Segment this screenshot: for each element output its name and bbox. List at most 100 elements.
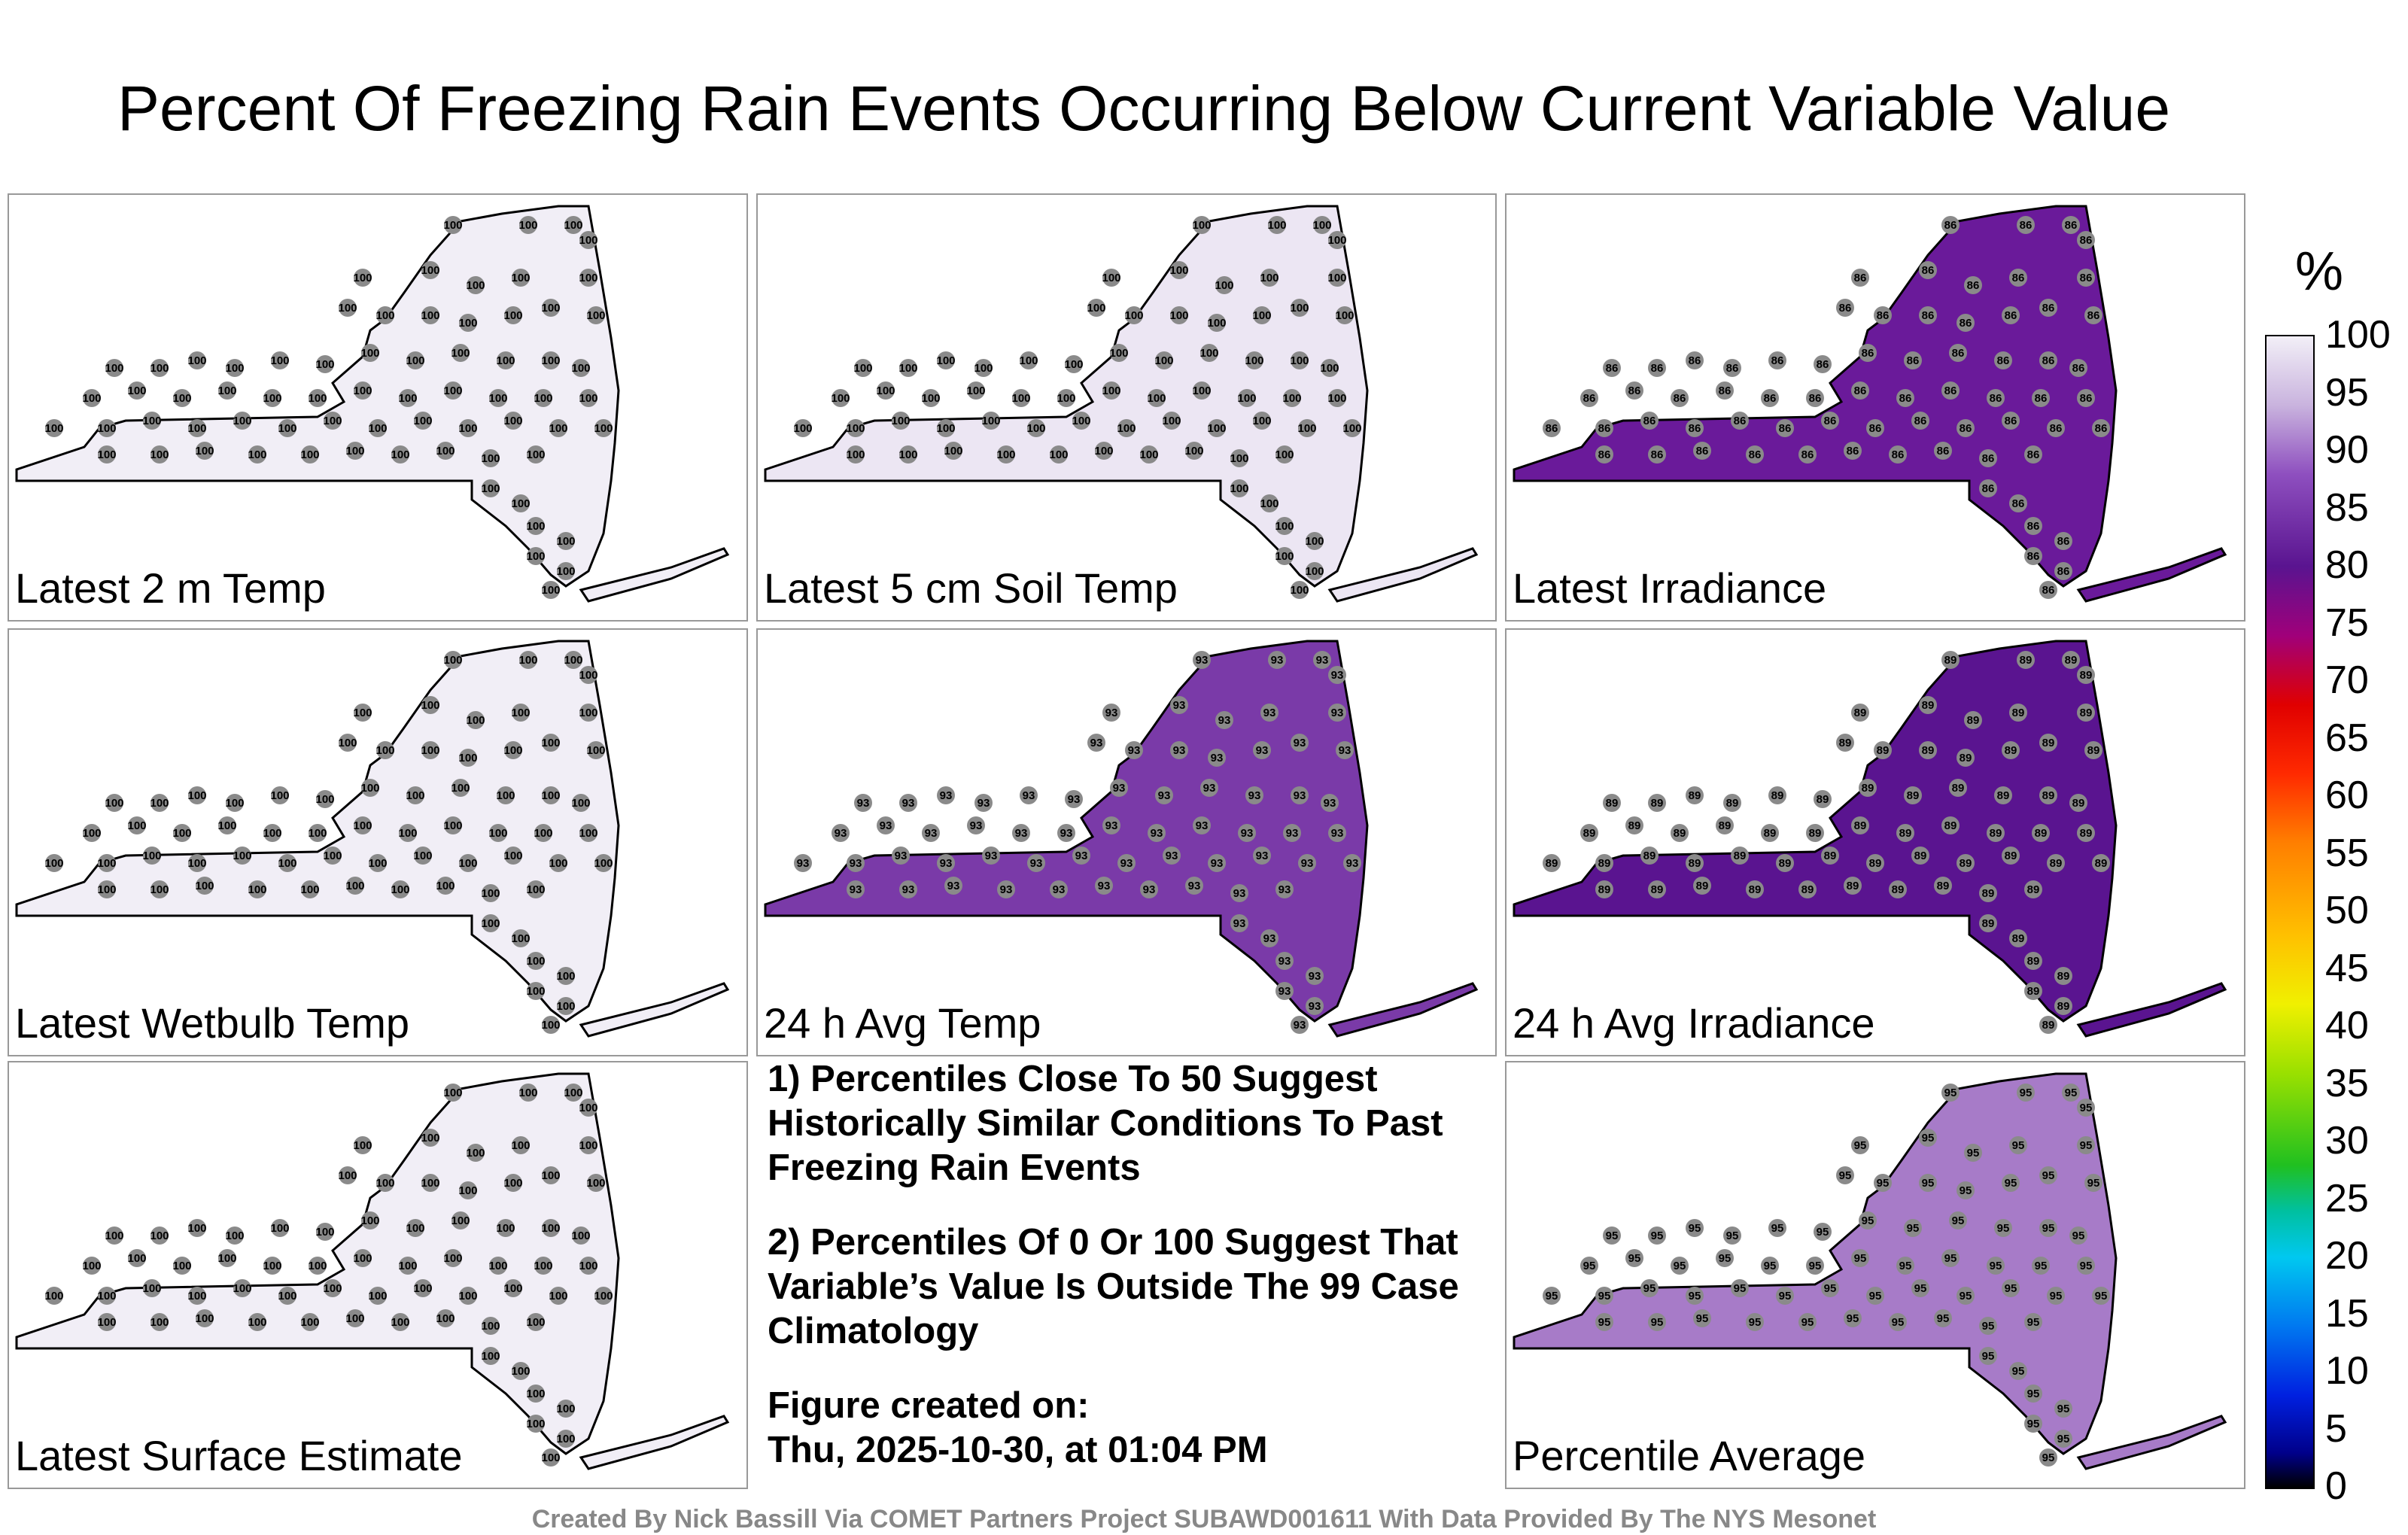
station-value: 100 bbox=[579, 669, 597, 682]
station-value: 93 bbox=[1309, 970, 1321, 983]
station-value: 93 bbox=[1173, 699, 1186, 712]
station-dot bbox=[1208, 419, 1226, 437]
station-value: 93 bbox=[1278, 883, 1291, 896]
station-marker: 100 bbox=[511, 929, 531, 947]
station-value: 89 bbox=[2005, 850, 2017, 862]
station-value: 89 bbox=[1847, 880, 1859, 892]
station-value: 93 bbox=[1331, 669, 1344, 682]
station-value: 100 bbox=[97, 883, 116, 896]
station-marker: 100 bbox=[831, 389, 850, 407]
station-marker: 100 bbox=[315, 1223, 335, 1241]
station-value: 100 bbox=[488, 1260, 507, 1272]
station-value: 100 bbox=[142, 1282, 161, 1295]
station-dot bbox=[527, 1415, 545, 1433]
station-value: 89 bbox=[1651, 797, 1664, 810]
note-2: 2) Percentiles Of 0 Or 100 Suggest That … bbox=[768, 1222, 1459, 1351]
station-marker: 95 bbox=[1836, 1166, 1854, 1184]
station-dot bbox=[83, 824, 101, 842]
station-dot bbox=[534, 1257, 552, 1275]
station-marker: 100 bbox=[127, 816, 147, 834]
station-dot bbox=[188, 1219, 206, 1237]
station-value: 89 bbox=[1899, 827, 1912, 840]
station-dot bbox=[1625, 1249, 1643, 1267]
station-dot bbox=[105, 794, 123, 812]
station-marker: 95 bbox=[1776, 1287, 1794, 1305]
colorbar-tick-label: 60 bbox=[2325, 774, 2369, 817]
station-marker: 100 bbox=[172, 824, 192, 842]
station-dot bbox=[1260, 704, 1278, 722]
station-dot bbox=[579, 666, 597, 684]
station-marker: 100 bbox=[225, 359, 245, 377]
station-dot bbox=[1050, 880, 1068, 898]
station-marker: 86 bbox=[1987, 389, 2005, 407]
station-marker: 100 bbox=[549, 854, 568, 872]
panel-label: Latest 5 cm Soil Temp bbox=[764, 564, 1178, 612]
station-dot bbox=[1851, 704, 1869, 722]
station-value: 100 bbox=[105, 1230, 123, 1242]
station-value: 100 bbox=[263, 392, 281, 405]
station-value: 93 bbox=[1241, 827, 1254, 840]
station-dot bbox=[527, 1313, 545, 1331]
station-value: 93 bbox=[1294, 1019, 1306, 1032]
station-value: 93 bbox=[1196, 654, 1209, 667]
station-dot bbox=[1185, 877, 1203, 895]
station-marker: 100 bbox=[150, 359, 169, 377]
station-dot bbox=[391, 445, 409, 464]
station-value: 89 bbox=[1546, 857, 1558, 870]
station-value: 100 bbox=[966, 385, 985, 397]
station-value: 100 bbox=[360, 347, 379, 360]
station-dot bbox=[557, 532, 575, 550]
station-value: 100 bbox=[187, 1222, 206, 1235]
station-dot bbox=[2062, 216, 2080, 234]
station-value: 100 bbox=[360, 782, 379, 795]
station-value: 86 bbox=[1734, 415, 1747, 427]
long-island bbox=[2076, 547, 2227, 603]
figure-title: Percent Of Freezing Rain Events Occurrin… bbox=[117, 73, 2171, 144]
station-marker: 95 bbox=[1979, 1317, 1997, 1335]
station-dot bbox=[2017, 216, 2035, 234]
station-marker: 95 bbox=[1603, 1226, 1621, 1245]
station-value: 95 bbox=[1839, 1169, 1852, 1182]
station-value: 100 bbox=[541, 1451, 560, 1464]
station-marker: 89 bbox=[1761, 824, 1779, 842]
station-dot bbox=[1102, 269, 1120, 287]
station-marker: 100 bbox=[488, 389, 508, 407]
colorbar-tick-label: 45 bbox=[2325, 946, 2369, 990]
station-dot bbox=[1328, 666, 1346, 684]
station-marker: 100 bbox=[1297, 419, 1317, 437]
station-dot bbox=[150, 445, 169, 464]
station-dot bbox=[263, 389, 281, 407]
station-dot bbox=[1268, 216, 1286, 234]
station-value: 100 bbox=[586, 1177, 605, 1190]
station-marker: 100 bbox=[375, 1174, 395, 1192]
station-marker: 100 bbox=[278, 419, 297, 437]
station-value: 100 bbox=[421, 264, 439, 277]
station-marker: 93 bbox=[1200, 779, 1218, 797]
station-marker: 95 bbox=[2039, 1166, 2057, 1184]
station-dot bbox=[1625, 816, 1643, 834]
station-marker: 86 bbox=[2039, 351, 2057, 369]
station-dot bbox=[1230, 914, 1248, 932]
station-dot bbox=[278, 1287, 296, 1305]
station-marker: 100 bbox=[481, 479, 500, 497]
station-value: 100 bbox=[541, 302, 560, 315]
station-marker: 89 bbox=[1836, 734, 1854, 752]
station-value: 89 bbox=[1990, 827, 2002, 840]
station-value: 100 bbox=[1064, 358, 1083, 371]
station-value: 100 bbox=[549, 1290, 567, 1302]
station-dot bbox=[1851, 381, 1869, 400]
station-marker: 100 bbox=[541, 1166, 561, 1184]
station-marker: 93 bbox=[1193, 816, 1211, 834]
station-value: 95 bbox=[1877, 1177, 1890, 1190]
created-on: Figure created on: Thu, 2025-10-30, at 0… bbox=[768, 1384, 1475, 1473]
station-value: 93 bbox=[1271, 654, 1284, 667]
station-dot bbox=[1306, 967, 1324, 985]
station-marker: 89 bbox=[2032, 824, 2050, 842]
station-dot bbox=[1140, 880, 1158, 898]
station-marker: 89 bbox=[1821, 847, 1839, 865]
station-value: 100 bbox=[579, 272, 597, 284]
station-dot bbox=[436, 1309, 455, 1327]
station-marker: 100 bbox=[541, 581, 561, 599]
station-marker: 100 bbox=[82, 1257, 102, 1275]
station-dot bbox=[937, 854, 955, 872]
